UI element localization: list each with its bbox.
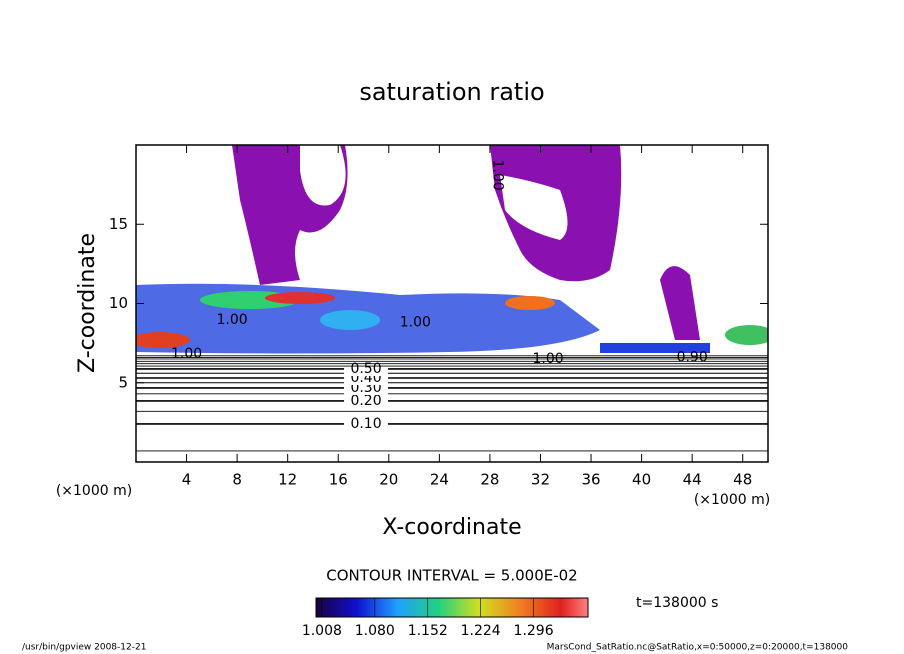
y-tick-label: 15 bbox=[109, 215, 128, 233]
y-axis-label: Z-coordinate bbox=[75, 233, 100, 373]
x-unit: (×1000 m) bbox=[694, 492, 770, 508]
contour-label: 1.00 bbox=[490, 160, 506, 191]
contour-label: 0.20 bbox=[350, 393, 381, 409]
x-tick-label: 24 bbox=[430, 471, 449, 489]
contour-interval: CONTOUR INTERVAL = 5.000E-02 bbox=[326, 567, 577, 585]
cloud bbox=[600, 343, 710, 353]
cloud bbox=[265, 292, 335, 304]
y-unit: (×1000 m) bbox=[56, 483, 132, 499]
label-bg bbox=[344, 393, 389, 408]
time-label: t=138000 s bbox=[636, 595, 718, 611]
region bbox=[660, 266, 700, 340]
colorbar bbox=[315, 597, 589, 618]
x-tick-label: 20 bbox=[379, 471, 398, 489]
contour-label: 1.00 bbox=[216, 312, 247, 328]
region bbox=[300, 145, 346, 206]
x-tick-label: 40 bbox=[632, 471, 651, 489]
x-tick-label: 16 bbox=[329, 471, 348, 489]
x-tick-label: 44 bbox=[683, 471, 702, 489]
x-tick-label: 8 bbox=[232, 471, 242, 489]
y-tick-label: 5 bbox=[118, 373, 128, 391]
x-tick-label: 4 bbox=[182, 471, 192, 489]
x-tick-label: 32 bbox=[531, 471, 550, 489]
x-tick-label: 36 bbox=[581, 471, 600, 489]
colorbar-tick-label: 1.224 bbox=[461, 623, 501, 639]
y-tick-label: 10 bbox=[109, 294, 128, 312]
x-tick-label: 48 bbox=[733, 471, 752, 489]
x-axis-label: X-coordinate bbox=[382, 515, 521, 540]
colorbar-tick-label: 1.152 bbox=[408, 623, 448, 639]
fields bbox=[136, 145, 768, 354]
region bbox=[500, 175, 568, 240]
contour-label: 0.50 bbox=[350, 361, 381, 377]
footer-left: /usr/bin/gpview 2008-12-21 bbox=[22, 643, 146, 653]
contour-label: 1.00 bbox=[400, 315, 431, 331]
label-bg bbox=[344, 416, 389, 431]
footer-right: MarsCond_SatRatio.nc@SatRatio,x=0:50000,… bbox=[547, 643, 849, 653]
cloud bbox=[505, 296, 555, 310]
contour-label: 1.00 bbox=[532, 351, 563, 367]
cloud bbox=[725, 325, 768, 345]
x-tick-label: 28 bbox=[480, 471, 499, 489]
label-bg bbox=[344, 361, 389, 376]
cloud bbox=[320, 310, 380, 330]
colorbar-tick-label: 1.080 bbox=[355, 623, 395, 639]
contour-label: 0.90 bbox=[677, 349, 708, 365]
colorbar-tick-label: 1.008 bbox=[302, 623, 342, 639]
x-tick-label: 12 bbox=[278, 471, 297, 489]
chart-title: saturation ratio bbox=[359, 78, 544, 106]
contour-label: 0.10 bbox=[350, 416, 381, 432]
colorbar-tick-label: 1.296 bbox=[514, 623, 554, 639]
cloud bbox=[136, 332, 190, 348]
contour-label: 1.00 bbox=[171, 346, 202, 362]
